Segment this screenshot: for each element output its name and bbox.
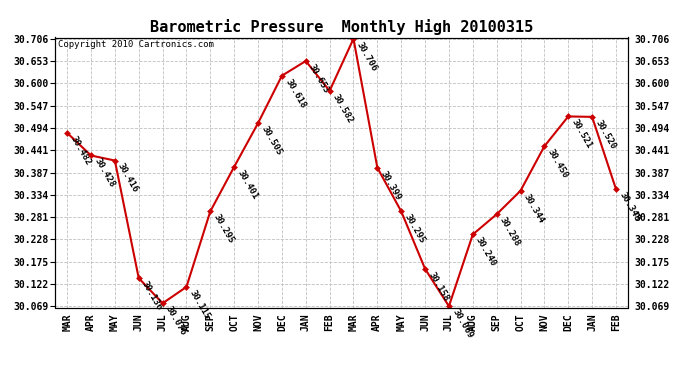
Point: [109, 158, 120, 164]
Point: [324, 88, 335, 94]
Text: 30.344: 30.344: [522, 192, 546, 225]
Text: 30.482: 30.482: [68, 134, 92, 166]
Point: [586, 114, 598, 120]
Point: [133, 275, 144, 281]
Point: [467, 231, 478, 237]
Point: [372, 165, 383, 171]
Text: 30.295: 30.295: [402, 213, 426, 245]
Text: 30.521: 30.521: [570, 118, 593, 150]
Text: 30.295: 30.295: [212, 213, 235, 245]
Point: [300, 58, 311, 64]
Text: 30.240: 30.240: [474, 236, 498, 268]
Text: 30.115: 30.115: [188, 288, 212, 321]
Text: 30.520: 30.520: [593, 118, 618, 151]
Title: Barometric Pressure  Monthly High 20100315: Barometric Pressure Monthly High 2010031…: [150, 19, 533, 35]
Point: [348, 36, 359, 42]
Point: [253, 120, 264, 126]
Text: 30.428: 30.428: [92, 157, 117, 189]
Text: Copyright 2010 Cartronics.com: Copyright 2010 Cartronics.com: [58, 40, 214, 49]
Text: 30.706: 30.706: [355, 40, 379, 73]
Point: [515, 188, 526, 194]
Point: [228, 164, 239, 170]
Text: 30.416: 30.416: [116, 162, 140, 194]
Text: 30.348: 30.348: [618, 190, 641, 223]
Text: 30.076: 30.076: [164, 305, 188, 337]
Text: 30.582: 30.582: [331, 92, 355, 124]
Point: [277, 73, 288, 79]
Text: 30.505: 30.505: [259, 124, 284, 157]
Point: [444, 303, 455, 309]
Point: [205, 209, 216, 214]
Point: [61, 130, 72, 136]
Point: [611, 186, 622, 192]
Text: 30.136: 30.136: [140, 279, 164, 312]
Text: 30.450: 30.450: [546, 148, 570, 180]
Point: [563, 114, 574, 120]
Point: [491, 211, 502, 217]
Point: [395, 209, 406, 214]
Text: 30.158: 30.158: [426, 270, 451, 303]
Text: 30.288: 30.288: [498, 216, 522, 248]
Point: [157, 300, 168, 306]
Point: [420, 266, 431, 272]
Text: 30.069: 30.069: [451, 308, 474, 340]
Text: 30.401: 30.401: [235, 168, 259, 201]
Text: 30.653: 30.653: [307, 62, 331, 95]
Point: [86, 153, 97, 159]
Text: 30.618: 30.618: [284, 77, 307, 110]
Point: [539, 143, 550, 149]
Point: [181, 284, 192, 290]
Text: 30.399: 30.399: [379, 169, 403, 201]
